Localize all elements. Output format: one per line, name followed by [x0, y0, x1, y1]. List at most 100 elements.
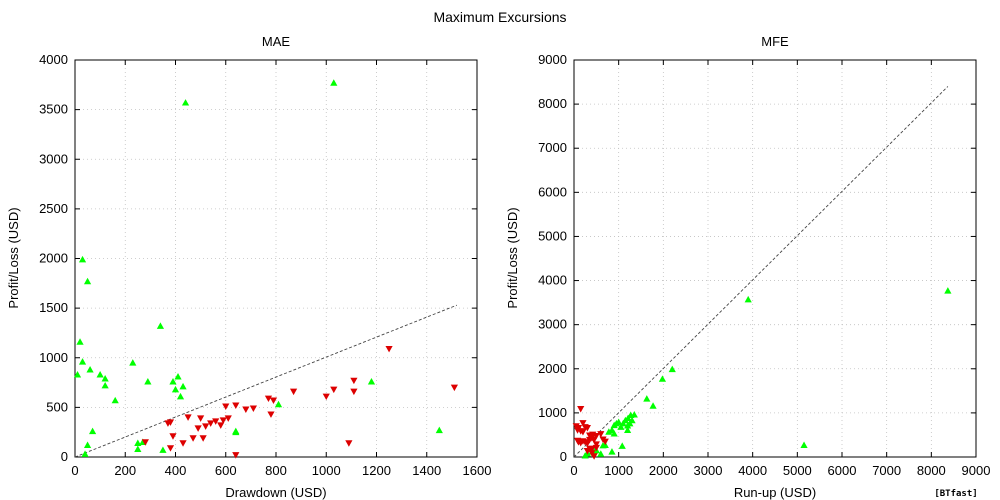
loss-point [597, 431, 605, 438]
win-point [367, 377, 376, 385]
win-point [649, 402, 657, 409]
mae-ylabel: Profit/Loss (USD) [6, 207, 21, 308]
win-point [617, 423, 625, 430]
loss-point [199, 435, 207, 442]
loss-point [601, 438, 609, 446]
loss-point [219, 417, 227, 424]
win-point [605, 428, 613, 435]
win-point [626, 419, 634, 427]
winning-trades-series [581, 287, 952, 459]
win-point [169, 377, 177, 385]
x-tick-label: 5000 [783, 463, 812, 478]
win-point [81, 450, 89, 457]
loss-point [589, 431, 597, 439]
grid-lines [573, 59, 977, 458]
x-tick-label: 9000 [962, 463, 991, 478]
win-point [174, 373, 182, 380]
win-point [156, 322, 165, 329]
plot-frame [74, 59, 478, 458]
x-tick-label: 1400 [412, 463, 441, 478]
loss-point [350, 377, 358, 385]
y-tick-label: 3000 [538, 317, 567, 332]
x-tick-label: 800 [265, 463, 287, 478]
loss-point [267, 411, 275, 418]
win-point [800, 441, 808, 448]
win-point [608, 448, 616, 455]
x-tick-label: 600 [215, 463, 237, 478]
x-tick-label: 0 [570, 463, 577, 478]
loss-point [184, 414, 192, 421]
y-tick-label: 0 [61, 449, 68, 464]
figure-title: Maximum Excursions [433, 9, 566, 25]
mae-title: MAE [262, 34, 291, 49]
loss-point [592, 444, 600, 452]
loss-point [189, 435, 197, 442]
y-tick-label: 7000 [538, 140, 567, 155]
y-tick-label: 3500 [39, 102, 68, 117]
x-tick-label: 200 [114, 463, 136, 478]
win-point [581, 452, 589, 459]
loss-point [583, 425, 591, 432]
y-tick-label: 9000 [538, 52, 567, 67]
win-point [610, 421, 618, 429]
mae-panel: MAE Drawdown (USD) Profit/Loss (USD) 0 20… [6, 34, 491, 500]
loss-point [264, 395, 273, 403]
x-tick-label: 4000 [738, 463, 767, 478]
y-tick-label: 0 [560, 449, 567, 464]
win-point [76, 338, 84, 345]
y-tick-label: 500 [46, 399, 68, 414]
loss-point [574, 439, 583, 446]
loss-point [345, 440, 353, 447]
y-tick-label: 4000 [39, 52, 68, 67]
loss-point [269, 397, 278, 405]
win-point [744, 295, 752, 303]
winning-trades-series [73, 79, 443, 457]
win-point [134, 445, 142, 452]
mfe-panel: MFE Run-up (USD) Profit/Loss (USD) 0 1000… [505, 34, 990, 500]
win-point [134, 439, 142, 446]
reference-line [573, 86, 949, 458]
loss-point [141, 439, 149, 446]
loss-point [207, 420, 215, 427]
grid-lines [74, 59, 478, 458]
win-point [83, 441, 92, 448]
x-tick-label: 0 [71, 463, 78, 478]
win-point [159, 446, 167, 453]
win-point [88, 427, 97, 435]
x-tick-label: 8000 [917, 463, 946, 478]
win-point [96, 371, 104, 378]
y-tick-label: 2000 [538, 361, 567, 376]
losing-trades-series [572, 406, 609, 460]
x-tick-label: 1600 [463, 463, 492, 478]
win-point [73, 371, 82, 378]
win-point [435, 426, 443, 434]
win-point [658, 375, 667, 382]
loss-point [222, 403, 230, 410]
x-tick-label: 400 [165, 463, 187, 478]
win-point [181, 99, 190, 106]
plot-frame [573, 59, 977, 458]
loss-point [450, 384, 458, 392]
y-tick-label: 3000 [39, 151, 68, 166]
win-point [86, 366, 94, 373]
loss-point [164, 420, 172, 427]
y-tick-label: 8000 [538, 96, 567, 111]
loss-point [330, 386, 338, 394]
loss-point [202, 423, 210, 430]
loss-point [166, 445, 175, 452]
loss-point [579, 420, 587, 427]
mfe-xlabel: Run-up (USD) [734, 485, 816, 500]
win-point [597, 450, 605, 457]
loss-point [592, 441, 600, 448]
win-point [232, 427, 240, 435]
mae-xlabel: Drawdown (USD) [225, 485, 326, 500]
loss-point [586, 436, 594, 444]
win-point [176, 392, 185, 400]
loss-point [350, 388, 358, 396]
win-point [78, 358, 87, 365]
y-tick-label: 2500 [39, 201, 68, 216]
x-tick-label: 1000 [604, 463, 633, 478]
win-point [179, 382, 187, 390]
mfe-ylabel: Profit/Loss (USD) [505, 207, 520, 308]
win-point [944, 287, 952, 294]
